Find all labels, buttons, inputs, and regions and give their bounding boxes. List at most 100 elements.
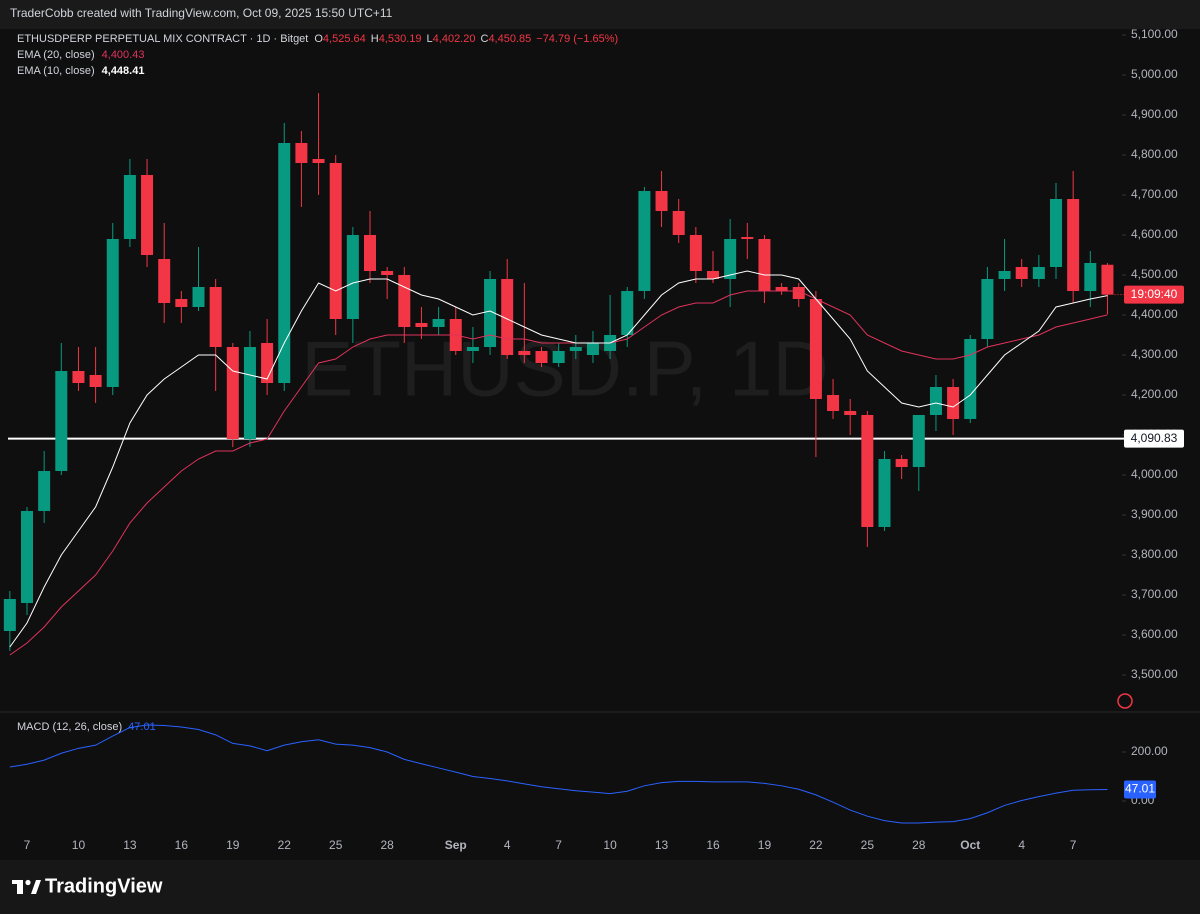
candle-body [861,415,874,527]
y-tick-label: 5,100.00 [1131,27,1178,41]
logo-part [25,879,31,886]
x-tick-label: 28 [380,838,394,852]
indicator-name: MACD (12, 26, close) [17,721,122,733]
x-tick-label: 28 [912,838,926,852]
x-tick-label: 22 [809,838,823,852]
candle-body [878,459,891,527]
ohlc-value: 4,450.85 [488,33,531,45]
candle-body [89,375,102,387]
x-tick-label: 10 [72,838,86,852]
y-tick-label: 5,000.00 [1131,67,1178,81]
candle-body [775,287,788,291]
candle-body [1032,267,1045,279]
candle-body [278,143,291,383]
logo-part [17,880,23,894]
candle-body [741,237,754,239]
candle-body [141,175,154,255]
candle-body [758,239,771,291]
indicator-name: EMA (10, close) [17,65,95,77]
candle-body [998,271,1011,279]
candle-body [518,351,531,355]
indicator-value: 4,400.43 [102,49,145,61]
y-tick-label: 4,200.00 [1131,387,1178,401]
y-tick-label: 4,800.00 [1131,147,1178,161]
ema-line [9,290,1108,656]
y-tick-label: 3,500.00 [1131,667,1178,681]
ohlc-key: O [314,33,323,45]
symbol-title: ETHUSDPERP PERPETUAL MIX CONTRACT · 1D ·… [17,33,308,45]
candle-body [535,351,548,363]
candle-body [415,323,428,327]
candle-body [123,175,136,239]
x-tick-label: 4 [1018,838,1025,852]
x-tick-label: Oct [960,838,980,852]
candle-body [929,387,942,415]
candle-body [707,271,719,279]
indicator-value: 47.01 [128,721,156,733]
indicator-legend: EMA (20, close) 4,400.43 [17,49,144,61]
x-tick-label: 13 [123,838,137,852]
footer-logo [12,879,41,894]
candle-body [981,279,994,339]
candle-body [569,347,582,351]
x-tick-label: 16 [706,838,720,852]
x-tick-label: 10 [603,838,617,852]
candle-body [1101,264,1114,295]
candle-body [792,287,805,299]
footer-brand: TradingView [45,875,163,897]
candle-body [1050,199,1062,267]
y-tick-label: 3,700.00 [1131,587,1178,601]
candle-body [243,347,256,439]
x-tick-label: 22 [278,838,292,852]
ohlc-value: 4,525.64 [323,33,366,45]
indicator-name: EMA (20, close) [17,49,95,61]
candle-body [809,299,822,399]
y-tick-label: 200.00 [1131,744,1168,758]
candle-body [364,235,376,271]
x-tick-label: 7 [1070,838,1077,852]
ohlc-key: H [371,33,379,45]
x-tick-label: 16 [175,838,189,852]
indicator-legend: EMA (10, close) 4,448.41 [17,65,144,77]
candle-body [552,351,565,363]
candle-body [484,279,497,347]
candle-body [261,343,274,383]
candle-body [689,235,702,271]
candle-body [912,415,925,467]
candle-body [724,239,737,279]
y-tick-label: 4,300.00 [1131,347,1178,361]
candle-body [175,299,188,307]
x-tick-label: 19 [758,838,772,852]
x-tick-label: 19 [226,838,240,852]
x-tick-label: 25 [861,838,875,852]
ohlc-value: 4,530.19 [379,33,422,45]
y-tick-label: 4,900.00 [1131,107,1178,121]
candle-body [106,239,119,387]
candle-body [895,459,908,467]
candle-body [964,339,977,419]
ohlc-key: L [427,33,433,45]
value-badge [1124,780,1156,799]
candle-body [312,159,325,163]
candle-body [329,163,342,319]
candle-body [638,191,651,291]
candle-body [295,143,308,163]
candle-body [381,271,394,275]
candle-body [3,599,16,631]
logo-part [31,880,41,894]
candle-body [672,211,685,235]
candle-body [432,319,445,327]
candle-body [947,387,960,419]
countdown-badge [1124,285,1184,304]
macd-line [9,724,1108,824]
ohlc-value: 4,402.20 [433,33,476,45]
candle-body [226,347,239,439]
y-tick-label: 4,000.00 [1131,467,1178,481]
indicator-legend: MACD (12, 26, close) 47.01 [17,721,156,733]
watermark: ETHUSD.P, 1D [301,325,828,413]
countdown: 19:09:40 [1131,287,1178,301]
x-tick-label: 25 [329,838,343,852]
